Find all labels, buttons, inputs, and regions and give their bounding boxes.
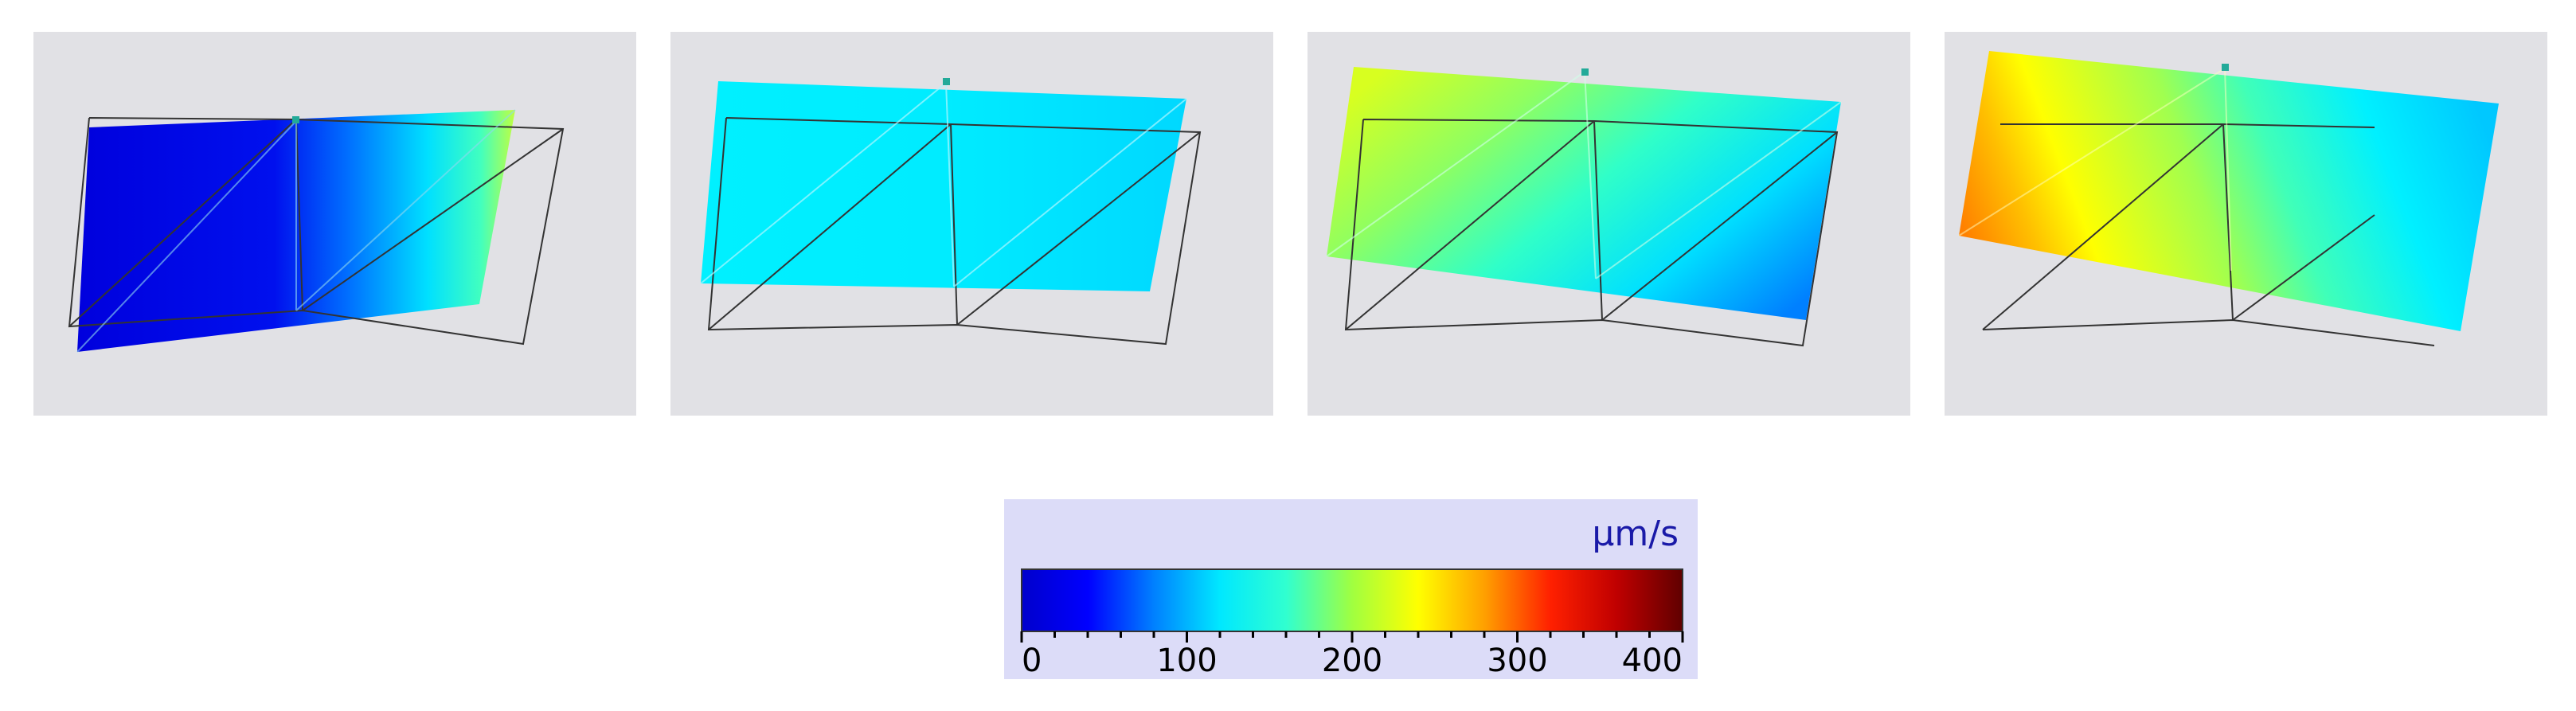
deformed-edges — [76, 109, 516, 353]
undeformed-wireframe — [1344, 119, 1839, 347]
deformation-panel-3 — [1308, 32, 1910, 416]
sensor-node-icon — [1581, 68, 1589, 76]
deformation-panel-2 — [670, 32, 1273, 416]
colorbar-tick-label: 0 — [1022, 643, 1042, 679]
colorbar-unit: μm/s — [1592, 514, 1679, 554]
deformed-surface — [1327, 67, 1841, 320]
colorbar-tick-label: 100 — [1156, 643, 1217, 679]
colorbar-ticks — [1020, 631, 1684, 643]
deformed-surface — [701, 81, 1186, 291]
colorbar-tick-label: 200 — [1322, 643, 1382, 679]
panel-1-graphic — [68, 109, 565, 353]
deformation-panel-1 — [33, 32, 636, 416]
undeformed-wireframe — [1982, 123, 2435, 346]
panel-4-graphic — [1958, 51, 2499, 346]
colorbar-legend: μm/s 0 100 200 300 400 — [1004, 499, 1698, 679]
panel-2-graphic — [700, 78, 1202, 346]
deformation-panel-4 — [1945, 32, 2547, 416]
deformed-edges — [1326, 71, 1842, 279]
undeformed-wireframe — [707, 117, 1202, 346]
sensor-node-icon — [943, 78, 950, 85]
colorbar-graphic: 0 100 200 300 400 — [1020, 568, 1684, 679]
sensor-node-icon — [292, 116, 299, 123]
deformed-edges — [700, 82, 1187, 287]
colorbar-gradient — [1021, 568, 1683, 632]
deformed-edges — [1958, 68, 2232, 272]
sensor-node-icon — [2222, 64, 2229, 71]
colorbar-tick-label: 300 — [1487, 643, 1547, 679]
panel-3-graphic — [1326, 67, 1842, 347]
colorbar-tick-labels: 0 100 200 300 400 — [1022, 643, 1683, 679]
colorbar-tick-label: 400 — [1622, 643, 1683, 679]
